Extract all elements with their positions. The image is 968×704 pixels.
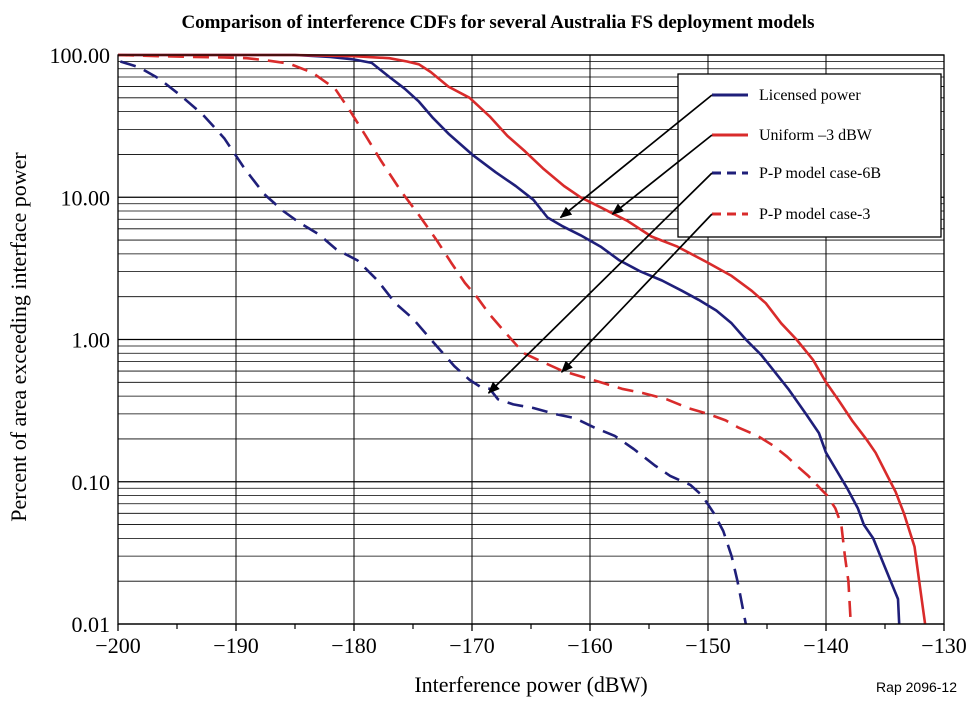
legend-arrow-4 [560,213,713,373]
legend-box [677,73,942,238]
y-tick-label: 0.01 [72,612,111,637]
legend-label-2: Uniform –3 dBW [759,127,873,144]
reference-label: Rap 2096-12 [876,679,957,695]
legend-label-4: P-P model case-3 [759,206,870,223]
x-tick-label: −140 [803,633,848,658]
y-tick-label: 0.10 [72,470,111,495]
y-tick-label: 1.00 [72,328,111,353]
chart-title: Comparison of interference CDFs for seve… [181,12,814,33]
legend: Licensed power Uniform –3 dBW P-P model ca… [677,73,942,238]
ticks: −200 −190 −180 −170 −160 −150 −140 −130 100.00 10… [50,43,967,658]
y-tick-label: 100.00 [50,43,111,68]
x-axis-label: Interference power (dBW) [414,672,647,697]
x-tick-label: −200 [95,633,140,658]
legend-arrows [487,94,713,394]
x-tick-label: −190 [213,633,258,658]
x-tick-label: −180 [331,633,376,658]
legend-arrow-1 [559,94,713,219]
legend-arrow-2 [611,134,713,215]
legend-label-3: P-P model case-6B [759,165,881,182]
legend-arrow-3 [487,172,713,394]
x-tick-label: −150 [685,633,730,658]
series-line-4 [117,53,853,625]
series-line-2 [118,53,927,625]
x-tick-label: −130 [921,633,966,658]
y-axis-label: Percent of area exceeding interface powe… [6,152,31,522]
series-group [117,53,927,625]
x-tick-label: −170 [449,633,494,658]
series-line-1 [118,53,901,625]
y-tick-label: 10.00 [61,185,111,210]
legend-label-1: Licensed power [759,87,861,104]
x-tick-label: −160 [567,633,612,658]
series-line-3 [120,60,748,625]
